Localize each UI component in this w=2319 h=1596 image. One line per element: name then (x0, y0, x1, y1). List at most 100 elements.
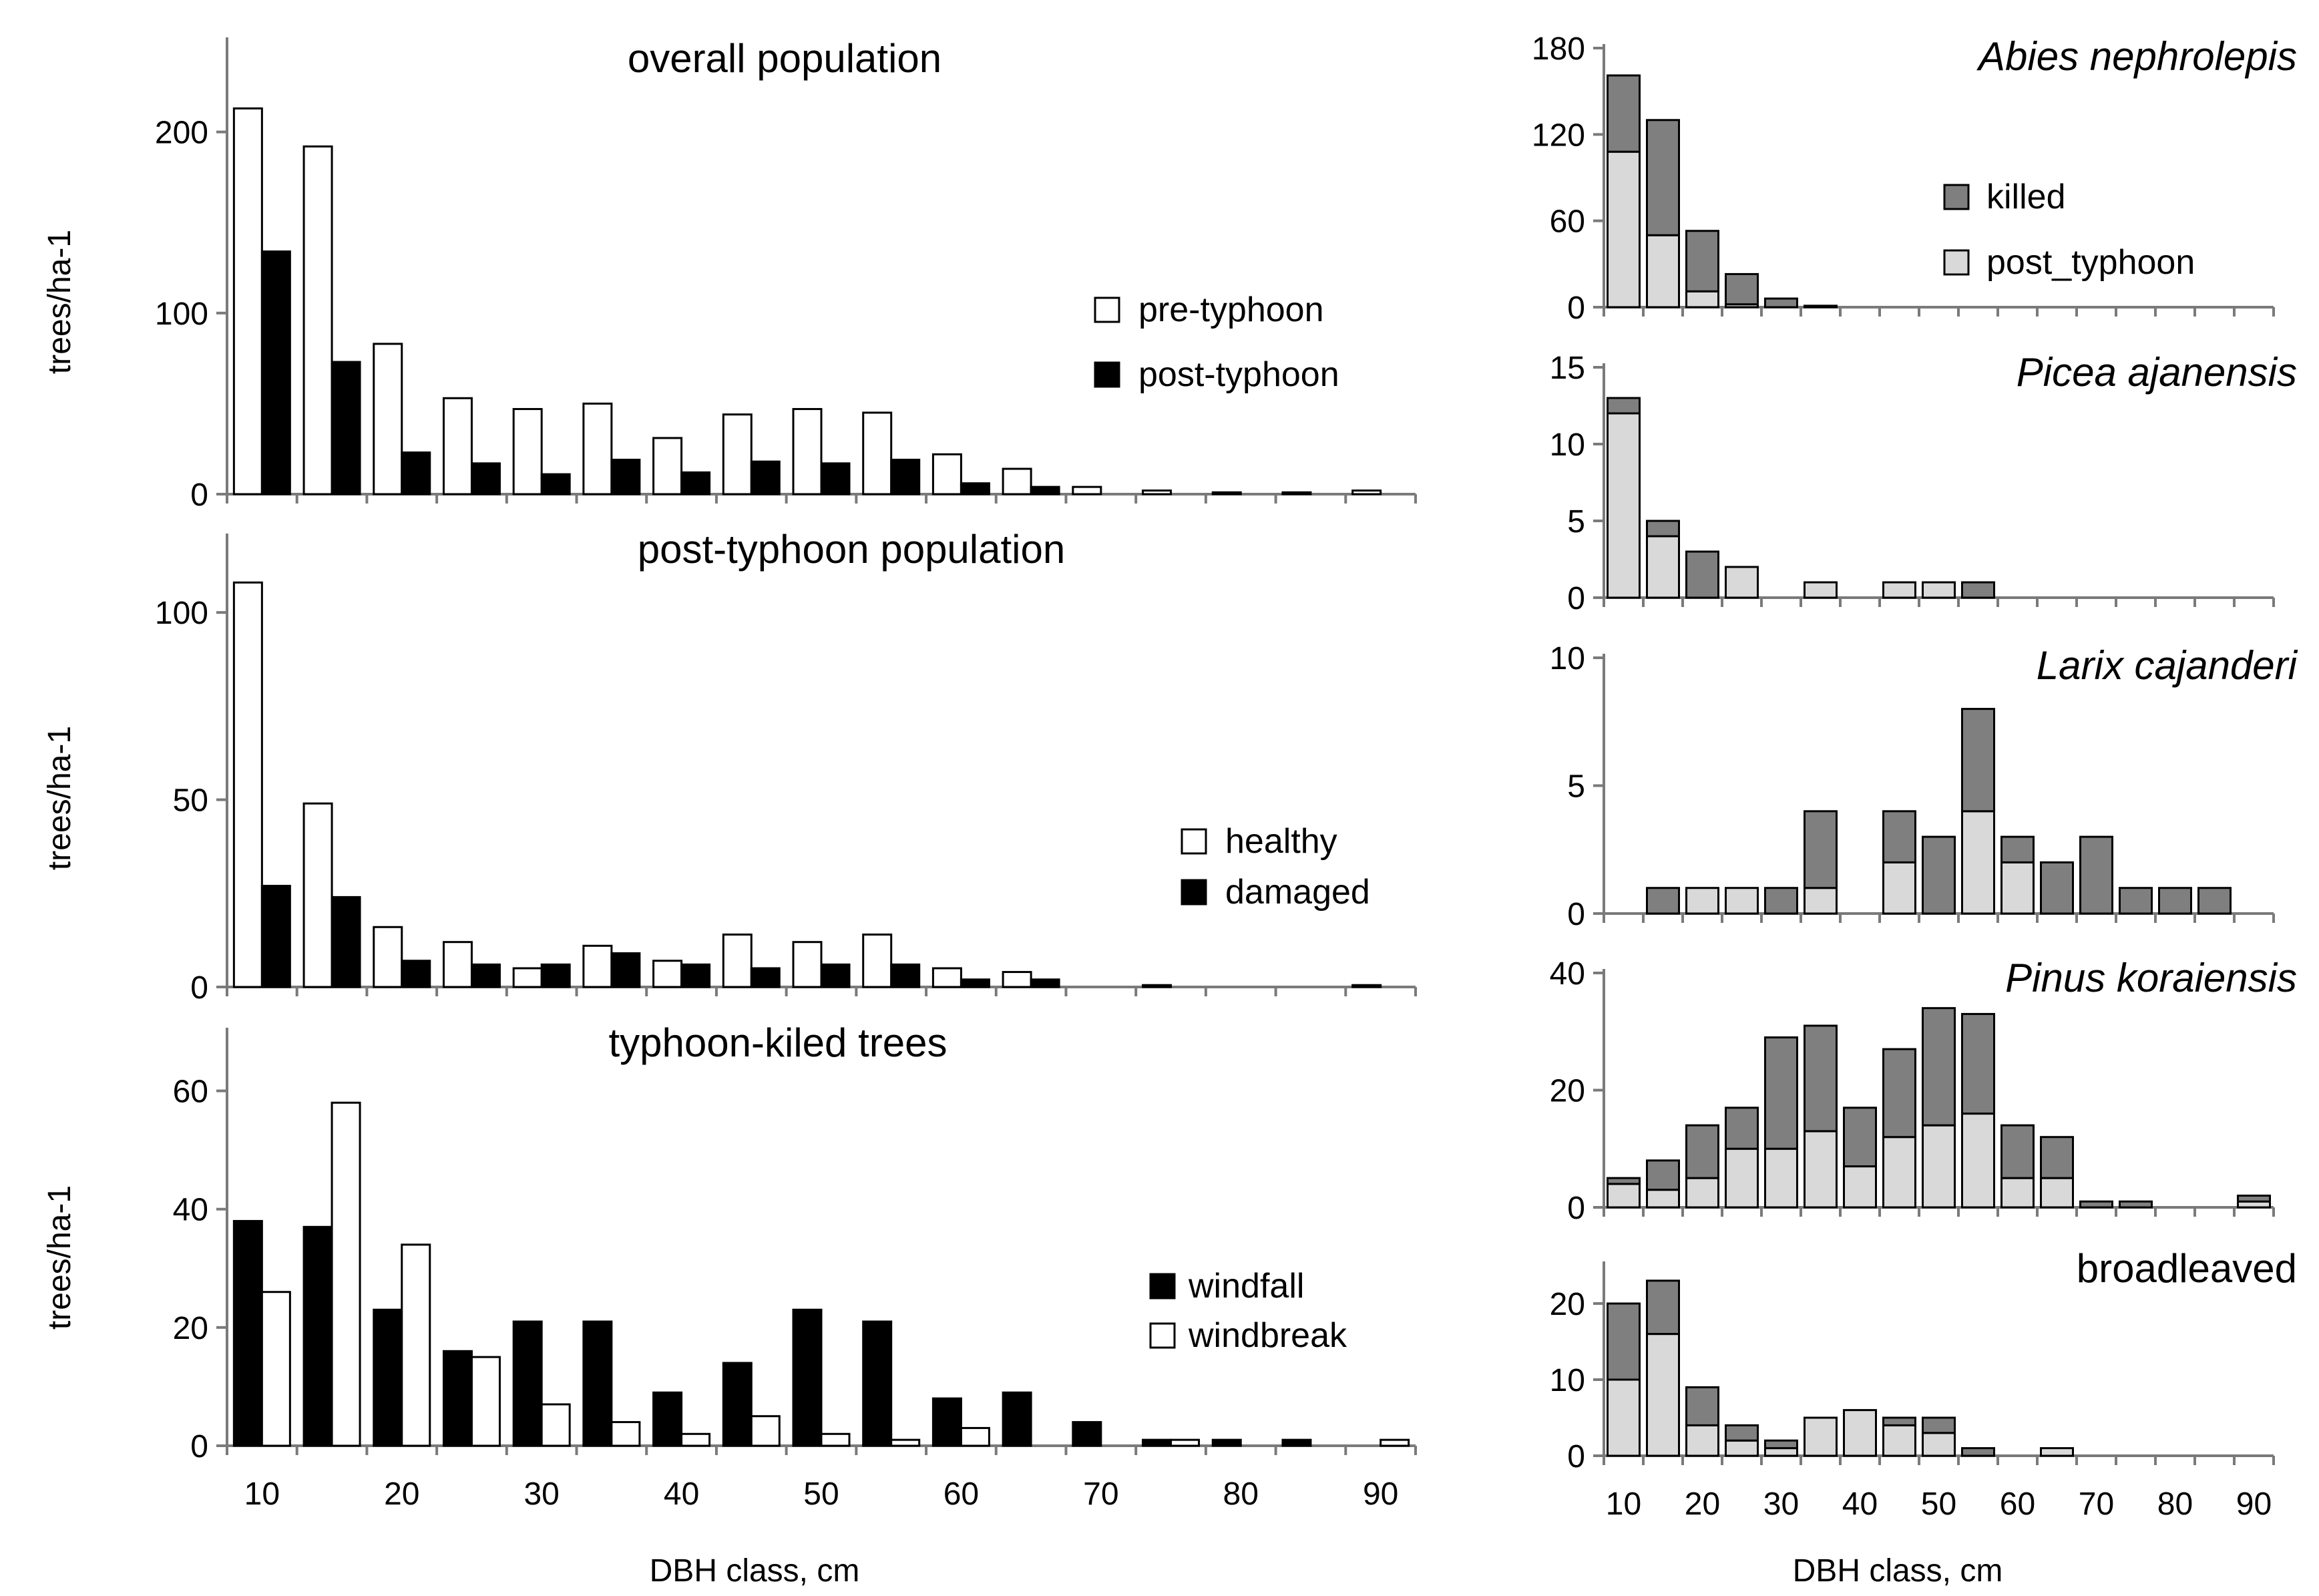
pinus-bar-post_typhoon (1804, 1130, 1838, 1209)
pinus-bar-killed (1882, 1048, 1916, 1139)
pinus-bar-post_typhoon (1922, 1124, 1956, 1209)
overall-bar-pre-typhoon (582, 402, 613, 495)
right-xlabel: DBH class, cm (1793, 1553, 2003, 1589)
killed-bar-windfall (862, 1320, 893, 1447)
broad-x-tick-label: 10 (1606, 1486, 1641, 1522)
overall-bar-post-typhoon (331, 361, 361, 495)
larix-y-tick-label: 10 (1550, 641, 1585, 676)
overall-bar-pre-typhoon (652, 437, 683, 495)
abies-bar-killed (1685, 230, 1719, 292)
broad-bar-post_typhoon (1843, 1409, 1877, 1457)
killed-bar-windbreak (820, 1432, 851, 1447)
killed-x-tick-label: 90 (1363, 1476, 1398, 1512)
overall-bar-pre-typhoon (792, 408, 823, 495)
broad-bar-killed (1646, 1279, 1680, 1336)
broad-bar-killed (1685, 1386, 1719, 1426)
overall-bar-post-typhoon (890, 458, 921, 495)
overall-bar-post-typhoon (960, 482, 990, 495)
pinus-bar-post_typhoon (2000, 1177, 2035, 1209)
broad-x-tick-label: 80 (2157, 1486, 2193, 1522)
pinus-bar-post_typhoon (1607, 1183, 1641, 1209)
killed-bar-windfall (232, 1219, 263, 1447)
post-bar-healthy (792, 941, 823, 988)
killed-bar-windfall (792, 1308, 823, 1447)
post-bar-healthy (862, 933, 893, 988)
broad-x-tick-label: 50 (1921, 1486, 1956, 1522)
killed-bar-windfall (1072, 1421, 1102, 1447)
pinus-bar-killed (2079, 1200, 2113, 1209)
post-bar-healthy (512, 967, 543, 988)
abies-y-tick-label: 60 (1550, 204, 1585, 240)
picea-bar-post_typhoon (1646, 535, 1680, 599)
pinus-bar-killed (1646, 1159, 1680, 1191)
overall-bar-pre-typhoon (931, 453, 962, 495)
pinus-bar-killed (1685, 1124, 1719, 1179)
killed-bar-windfall (1281, 1438, 1312, 1447)
legend-swatch-pre-typhoon (1094, 296, 1120, 323)
post-bar-healthy (302, 802, 333, 988)
overall-y-tick-label: 0 (190, 477, 208, 513)
broad-x-tick-label: 30 (1763, 1486, 1799, 1522)
larix-bar-killed (2197, 887, 2232, 915)
killed-x-tick-label: 60 (943, 1476, 979, 1512)
killed-bar-windbreak (750, 1415, 781, 1447)
killed-x-tick-label: 30 (523, 1476, 559, 1512)
post-bar-damaged (960, 978, 990, 988)
picea-y-tick-label: 15 (1550, 351, 1585, 386)
pinus-bar-killed (2000, 1124, 2035, 1179)
picea-bar-killed (1685, 550, 1719, 599)
overall-bar-post-typhoon (540, 473, 571, 495)
larix-y-tick-label: 5 (1567, 769, 1585, 805)
larix-bar-killed (1882, 810, 1916, 863)
post-bar-damaged (1030, 978, 1060, 988)
broad-title: broadleaved (2077, 1246, 2297, 1291)
picea-title: Picea ajanensis (2017, 350, 2297, 395)
post-y-tick-label: 0 (190, 970, 208, 1006)
legend-label-post_typhoon: post_typhoon (1986, 243, 2195, 282)
legend-swatch-windfall (1149, 1273, 1176, 1300)
legend-swatch-post-typhoon (1094, 361, 1120, 388)
killed-bar-windbreak (1380, 1438, 1410, 1447)
overall-bar-pre-typhoon (862, 411, 893, 495)
killed-bar-windbreak (540, 1403, 571, 1447)
legend-label-killed: killed (1986, 178, 2066, 216)
abies-bar-post_typhoon (1646, 234, 1680, 309)
killed-y-tick-label: 40 (173, 1193, 208, 1228)
legend-label-windfall: windfall (1188, 1267, 1304, 1306)
pinus-bar-post_typhoon (1646, 1189, 1680, 1209)
broad-y-tick-label: 0 (1567, 1439, 1585, 1474)
broad-bar-post_typhoon (2040, 1447, 2074, 1457)
pinus-y-tick-label: 0 (1567, 1191, 1585, 1226)
picea-bar-killed (1646, 520, 1680, 538)
picea-y-tick-label: 5 (1567, 504, 1585, 540)
post-bar-damaged (401, 960, 431, 988)
post-ylabel: trees/ha-1 (42, 726, 77, 870)
overall-bar-pre-typhoon (1072, 485, 1102, 495)
overall-bar-post-typhoon (401, 451, 431, 495)
legend-swatch-post_typhoon (1943, 249, 1970, 276)
post-bar-healthy (1002, 971, 1032, 988)
pinus-bar-killed (1607, 1177, 1641, 1185)
killed-x-tick-label: 80 (1223, 1476, 1259, 1512)
broad-bar-killed (1607, 1302, 1641, 1381)
picea-bar-post_typhoon (1607, 412, 1641, 599)
abies-bar-killed (1804, 305, 1838, 309)
broad-x-tick-label: 40 (1842, 1486, 1878, 1522)
killed-bar-windbreak (960, 1426, 990, 1447)
pinus-bar-post_typhoon (1843, 1165, 1877, 1209)
abies-y-tick-label: 0 (1567, 290, 1585, 326)
post-bar-damaged (890, 963, 921, 988)
larix-bar-post_typhoon (1685, 887, 1719, 915)
larix-bar-killed (1804, 810, 1838, 889)
killed-bar-windbreak (401, 1243, 431, 1447)
overall-bar-pre-typhoon (512, 408, 543, 495)
pinus-bar-post_typhoon (2040, 1177, 2074, 1209)
left-xlabel: DBH class, cm (650, 1553, 860, 1589)
legend-swatch-damaged (1181, 879, 1207, 906)
killed-bar-windbreak (890, 1438, 921, 1447)
killed-y-tick-label: 0 (190, 1429, 208, 1464)
broad-y-tick-label: 20 (1550, 1287, 1585, 1322)
larix-bar-post_typhoon (2000, 861, 2035, 915)
post-bar-healthy (373, 926, 403, 988)
